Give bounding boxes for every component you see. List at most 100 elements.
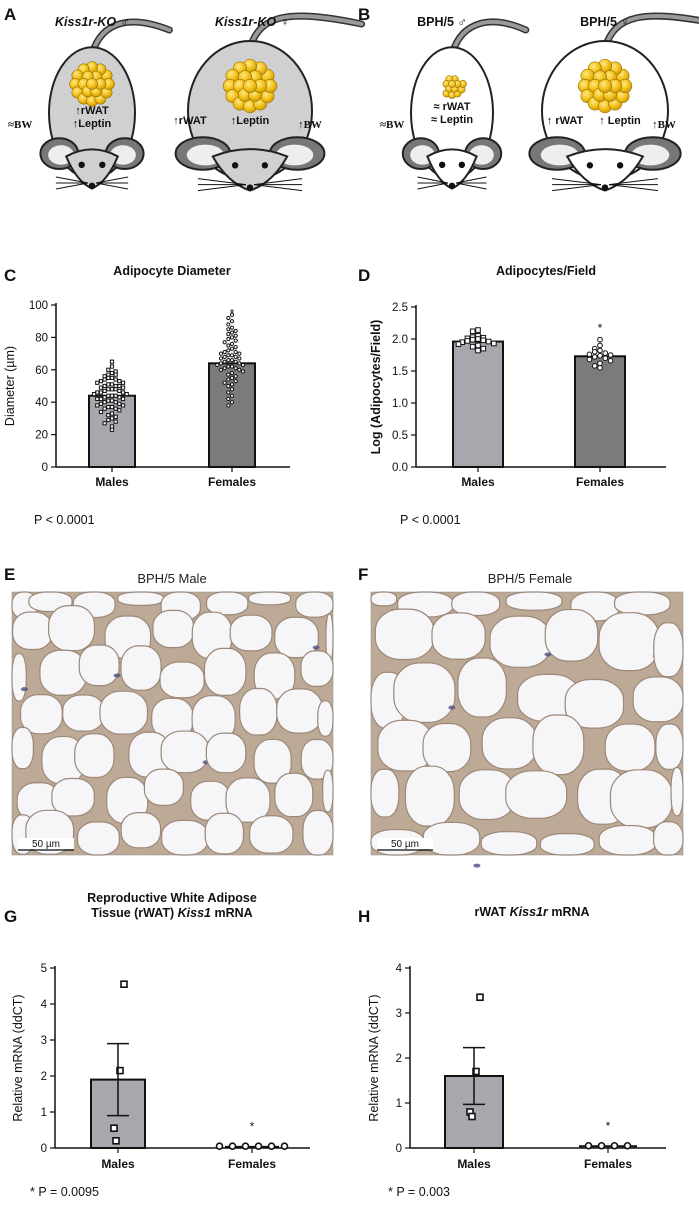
data-point-circle <box>229 357 235 363</box>
adipocyte-cell <box>78 644 120 687</box>
panel-letter-g: G <box>4 907 17 926</box>
adipocyte-cell <box>598 824 658 856</box>
panel-b-male-rwat: ≈ rWAT <box>434 101 471 113</box>
nucleus-stain <box>473 863 481 868</box>
data-point-square <box>113 369 118 374</box>
data-point-circle <box>215 362 220 368</box>
data-point-circle <box>226 390 231 395</box>
data-point-square <box>102 421 107 426</box>
data-point-circle <box>240 369 246 374</box>
adipocyte-cell <box>229 614 273 652</box>
chart-title-line1: Reproductive White Adipose <box>87 891 257 905</box>
mouse-tail-inner <box>603 14 699 50</box>
data-point-circle <box>222 359 227 364</box>
adipocyte-cell <box>76 821 120 856</box>
data-point-square <box>98 409 104 415</box>
data-point-square <box>113 419 118 424</box>
adipocyte-cell <box>370 591 398 607</box>
data-point-square <box>475 327 481 333</box>
mouse-nose <box>246 184 254 191</box>
panel-b-female-rwat: ↑ rWAT <box>547 115 584 127</box>
adipocyte-cell <box>203 647 247 696</box>
adipocyte-cell <box>74 733 115 779</box>
adipocyte-cell <box>370 768 400 818</box>
data-point-square <box>109 416 115 421</box>
adipocyte-cell <box>99 690 149 735</box>
adipocyte-cell <box>248 591 292 606</box>
data-point-circle <box>229 346 235 351</box>
chart-title: Adipocytes/Field <box>496 264 596 278</box>
data-point-circle <box>233 354 238 359</box>
data-point-square <box>106 417 111 423</box>
data-point-square <box>455 341 462 347</box>
adipocyte-cell <box>62 694 105 732</box>
data-point-circle <box>233 374 238 379</box>
data-point-square <box>120 396 126 402</box>
mouse-bph5-female <box>528 12 699 192</box>
mouse-eye <box>261 162 269 169</box>
adipocyte-cell <box>598 612 660 672</box>
data-point-circle <box>597 352 603 359</box>
data-point-square <box>117 388 122 393</box>
data-point-circle <box>229 319 235 324</box>
data-point-square <box>102 400 107 405</box>
adipocyte-cell <box>604 723 656 772</box>
data-point-square <box>109 375 115 380</box>
mouse-whisker <box>455 182 487 190</box>
data-point-circle <box>229 341 235 346</box>
mouse-eye <box>616 162 624 169</box>
chart-title: rWAT Kiss1r mRNA <box>474 905 589 919</box>
data-point-circle <box>218 356 224 361</box>
data-point-square <box>113 387 118 392</box>
data-point-square <box>113 383 118 389</box>
data-point-square <box>95 380 100 385</box>
mouse-whisker <box>253 178 303 186</box>
panel-b-male-title: BPH/5 ♂ <box>417 15 467 29</box>
fat-cluster-icon <box>442 75 467 99</box>
x-tick-label: Females <box>584 1157 632 1171</box>
adipocyte-cell <box>143 768 184 806</box>
data-point-square <box>102 374 107 379</box>
panel-d-pvalue: P < 0.0001 <box>400 513 461 527</box>
bar-females <box>208 362 256 469</box>
adipocyte-cell <box>152 609 195 649</box>
data-point-square <box>109 424 115 429</box>
data-point-square <box>120 403 126 408</box>
adipocyte-cell <box>11 726 34 770</box>
data-point-circle <box>233 349 238 355</box>
y-tick-label: 0 <box>41 1143 47 1155</box>
adipocyte-cell <box>205 591 249 616</box>
panel-a-male-title: Kiss1r-KO ♂ <box>55 15 129 29</box>
adipocyte-cell <box>317 700 334 737</box>
mouse-eye <box>99 161 106 168</box>
x-tick-label: Females <box>576 475 624 489</box>
data-point-square <box>464 338 471 344</box>
adipocyte-cell <box>539 833 595 856</box>
y-tick-label: 2 <box>396 1053 402 1065</box>
data-point-square <box>117 383 122 389</box>
panel-c-pvalue: P < 0.0001 <box>34 513 95 527</box>
y-tick-label: 0.0 <box>392 462 408 474</box>
mouse-bph5-male <box>401 18 530 190</box>
adipocyte-cell <box>302 809 334 856</box>
panel-a-female-bw: ↑BW <box>298 119 322 131</box>
data-point-square <box>102 383 107 389</box>
data-point-square <box>102 395 107 400</box>
data-point-circle <box>233 366 238 371</box>
panel-e-label: BPH/5 Male <box>137 571 206 586</box>
panel-b-female-title: BPH/5 ♀ <box>580 15 630 29</box>
y-axis-label: Log (Adipocytes/Field) <box>369 320 383 455</box>
data-point-circle <box>222 340 227 345</box>
x-tick-label: Males <box>95 475 129 489</box>
data-point-circle <box>597 342 603 349</box>
mouse-whisker <box>197 178 247 186</box>
y-tick-label: 80 <box>35 332 48 344</box>
data-point-square <box>98 390 104 395</box>
data-point-square <box>106 372 111 377</box>
panel-a-female-leptin: ↑Leptin <box>231 115 270 127</box>
data-point-circle <box>229 387 235 392</box>
panel-a-female-title: Kiss1r-KO ♀ <box>215 15 289 29</box>
data-point-square <box>106 393 111 398</box>
data-point-circle <box>229 393 235 398</box>
